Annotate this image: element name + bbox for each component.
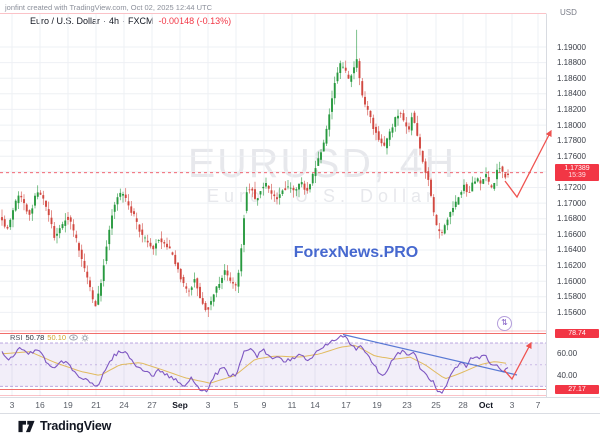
tradingview-logo[interactable]: TradingView (18, 419, 111, 433)
exchange-label: FXCM (128, 16, 154, 26)
price-tick-label: 1.17200 (557, 183, 586, 192)
time-tick-label: 19 (372, 400, 382, 410)
time-tick-label: 5 (233, 400, 239, 410)
time-tick-label: 17 (341, 400, 351, 410)
time-tick-label: 3 (509, 400, 515, 410)
time-tick-label: 14 (310, 400, 320, 410)
price-tick-label: 1.18200 (557, 104, 586, 114)
rsi-trend-arrow-drawing[interactable] (503, 341, 532, 381)
last-price-value: 1.17389 (564, 164, 590, 172)
time-tick-label: Oct (478, 400, 494, 410)
rsi-tick-label: 60.00 (557, 349, 578, 359)
rsi-name-label: RSI (10, 333, 23, 342)
interval-label: 4h (109, 16, 120, 26)
price-tick-label: 1.15600 (557, 307, 586, 317)
time-tick-label: 11 (287, 400, 297, 410)
rsi-ma-line (1, 344, 507, 384)
time-tick-label: 19 (63, 400, 73, 410)
price-tick-label: 1.16200 (557, 261, 586, 271)
time-tick-label: 27 (147, 400, 157, 410)
pane-collapse-button[interactable]: ⇅ (497, 316, 512, 331)
rsi-trendline-drawing[interactable] (342, 333, 518, 376)
rsi-line (1, 334, 509, 394)
bar-countdown: 15:39 (568, 172, 586, 180)
price-tick-label: 1.17600 (557, 151, 586, 161)
legend-separator: · (103, 16, 107, 26)
rsi-band (0, 342, 546, 387)
price-tick-label: 1.16600 (557, 229, 586, 239)
time-tick-label: 16 (35, 400, 45, 410)
price-tick-label: 1.18000 (557, 120, 586, 130)
time-tick-label: 24 (119, 400, 129, 410)
price-tick-label: 1.18400 (557, 89, 586, 99)
tradingview-logo-text: TradingView (40, 419, 112, 433)
time-tick-label: 23 (402, 400, 412, 410)
time-tick-label: 7 (535, 400, 541, 410)
rsi-upper-level-badge: 78.74 (555, 328, 599, 338)
price-trend-arrow-drawing[interactable] (504, 129, 552, 199)
eye-icon[interactable] (69, 334, 78, 341)
time-tick-label: Sep (172, 400, 188, 410)
tradingview-logo-mark-icon (18, 420, 35, 433)
price-tick-label: 1.18800 (557, 58, 586, 68)
rsi-lower-level-badge: 27.17 (555, 384, 599, 394)
price-tick-label: 1.16000 (557, 276, 586, 286)
time-tick-label: 3 (205, 400, 211, 410)
price-change-label: -0.00148 (-0.13%) (158, 16, 232, 26)
price-tick-label: 1.19000 (557, 42, 586, 52)
rsi-indicator-legend[interactable]: RSI 50.78 50.10 (10, 333, 89, 342)
gear-icon[interactable] (81, 333, 89, 342)
price-tick-label: 1.18600 (557, 73, 586, 83)
price-tick-label: 1.17000 (557, 198, 586, 208)
brand-overlay: ForexNews.PRO (293, 244, 419, 261)
price-tick-label: 1.16800 (557, 214, 586, 224)
time-tick-label: 25 (431, 400, 441, 410)
rsi-value: 50.78 (25, 333, 45, 342)
last-price-badge: 1.17389 15:39 (555, 163, 599, 181)
rsi-ma-value: 50.10 (47, 333, 67, 342)
time-tick-label: 3 (9, 400, 15, 410)
symbol-title: Euro / U.S. Dollar (30, 16, 101, 26)
time-tick-label: 28 (458, 400, 468, 410)
time-tick-label: 9 (261, 400, 267, 410)
price-tick-label: 1.15800 (557, 292, 586, 302)
candlestick-series (1, 29, 509, 317)
price-tick-label: 1.17800 (557, 136, 586, 146)
rsi-tick-label: 40.00 (557, 371, 578, 381)
price-tick-label: 1.16400 (557, 245, 586, 255)
time-tick-label: 21 (91, 400, 101, 410)
attribution-text: jonfint created with TradingView.com, Oc… (5, 3, 213, 12)
currency-unit-label: USD (560, 8, 577, 17)
